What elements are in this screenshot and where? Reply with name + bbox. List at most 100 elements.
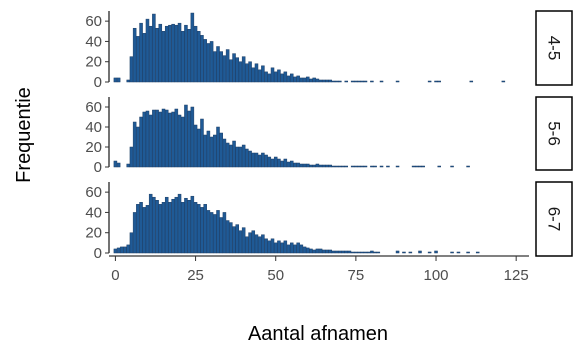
histogram-bar xyxy=(296,162,300,168)
histogram-bar xyxy=(370,80,374,83)
histogram-bar xyxy=(312,77,316,83)
facet-strip-label: 6-7 xyxy=(545,207,564,232)
histogram-bar xyxy=(299,77,304,83)
histogram-bar xyxy=(171,23,175,83)
histogram-bar xyxy=(325,249,329,254)
histogram-bar xyxy=(145,18,150,83)
histogram-bar xyxy=(209,136,214,168)
histogram-bar xyxy=(136,126,140,168)
histogram-bar xyxy=(139,116,143,168)
histogram-bar xyxy=(216,210,220,254)
histogram-bar xyxy=(363,165,368,168)
histogram-bar xyxy=(267,240,272,254)
histogram-bar xyxy=(222,55,227,83)
histogram-bar xyxy=(290,242,294,254)
histogram-bar xyxy=(190,195,195,254)
histogram-bar xyxy=(116,162,121,168)
histogram-bar xyxy=(238,61,243,83)
histogram-bar xyxy=(373,165,377,168)
x-tick-label: 25 xyxy=(187,267,204,284)
histogram-bar xyxy=(145,205,150,254)
y-tick-label: 40 xyxy=(85,119,102,136)
histogram-bar xyxy=(328,79,332,83)
histogram-bar xyxy=(245,236,249,254)
histogram-bar xyxy=(155,109,159,168)
histogram-bar xyxy=(318,248,323,254)
histogram-bar xyxy=(334,80,339,83)
histogram-bar xyxy=(325,164,329,168)
histogram-bar xyxy=(232,140,236,168)
histogram-bar xyxy=(334,250,339,254)
histogram-bar xyxy=(171,198,175,254)
histogram-bar xyxy=(174,108,179,168)
histogram-bar xyxy=(286,244,291,254)
histogram-bar xyxy=(418,165,422,168)
histogram-bar xyxy=(312,249,316,254)
histogram-bar xyxy=(235,224,240,254)
histogram-bar xyxy=(225,142,230,168)
histogram-bar xyxy=(248,61,252,83)
histogram-bar xyxy=(309,78,313,83)
histogram-bar xyxy=(437,165,441,168)
histogram-bar xyxy=(312,164,316,168)
histogram-bar xyxy=(248,232,252,254)
histogram-bar xyxy=(171,111,175,168)
histogram-bar xyxy=(280,242,284,254)
histogram-bar xyxy=(232,226,236,254)
histogram-bar xyxy=(123,246,127,254)
histogram-bar xyxy=(219,51,223,83)
y-tick-label: 20 xyxy=(85,225,102,242)
histogram-bar xyxy=(184,197,188,254)
histogram-bar xyxy=(177,193,182,254)
histogram-bar xyxy=(152,196,156,254)
histogram-bar xyxy=(354,80,358,83)
histogram-bar xyxy=(350,165,355,168)
histogram-bar xyxy=(328,164,332,168)
histogram-bar xyxy=(174,196,179,254)
histogram-bar xyxy=(174,24,179,83)
histogram-bar xyxy=(350,80,355,83)
histogram-bar xyxy=(290,160,294,168)
y-tick-label: 0 xyxy=(94,74,102,91)
facet-strip-box xyxy=(535,181,573,257)
histogram-bar xyxy=(190,12,195,83)
histogram-bar xyxy=(203,134,207,168)
histogram-bar xyxy=(193,202,198,254)
facet-panel: 0 20 40 60 5-6 xyxy=(85,96,573,176)
histogram-bar xyxy=(203,39,207,83)
histogram-bar xyxy=(280,160,284,168)
histogram-bar xyxy=(354,165,358,168)
y-axis-title: Frequentie xyxy=(13,87,35,183)
histogram-bar xyxy=(152,109,156,168)
facet-strip-box xyxy=(535,10,573,86)
histogram-bar xyxy=(225,220,230,254)
histogram-bar xyxy=(450,251,454,254)
histogram-bar xyxy=(251,230,256,254)
histogram-bar xyxy=(152,13,156,83)
histogram-bar xyxy=(164,109,169,168)
histogram-bar xyxy=(161,31,166,83)
histogram-bar xyxy=(318,79,323,83)
histogram-bar xyxy=(229,59,233,83)
histogram-bar xyxy=(238,146,243,168)
histogram-bar xyxy=(286,75,291,83)
histogram-bar xyxy=(161,108,166,168)
histogram-bar xyxy=(366,251,371,254)
histogram-bar xyxy=(469,80,474,83)
histogram-bar xyxy=(126,163,130,168)
histogram-bar xyxy=(363,80,368,83)
y-tick-label: 0 xyxy=(94,245,102,262)
histogram-bar xyxy=(257,236,262,254)
histogram-bar xyxy=(261,152,265,168)
histogram-bar xyxy=(158,111,163,168)
histogram-bar xyxy=(408,251,413,254)
histogram-bar xyxy=(277,158,281,168)
histogram-bar xyxy=(158,23,163,83)
histogram-bar xyxy=(277,69,281,83)
histogram-bar xyxy=(331,250,336,254)
histogram-bar xyxy=(322,249,326,254)
histogram-bar xyxy=(200,35,204,83)
y-tick-label: 20 xyxy=(85,139,102,156)
histogram-bar xyxy=(187,200,191,254)
x-axis-title: Aantal afnamen xyxy=(248,323,388,345)
